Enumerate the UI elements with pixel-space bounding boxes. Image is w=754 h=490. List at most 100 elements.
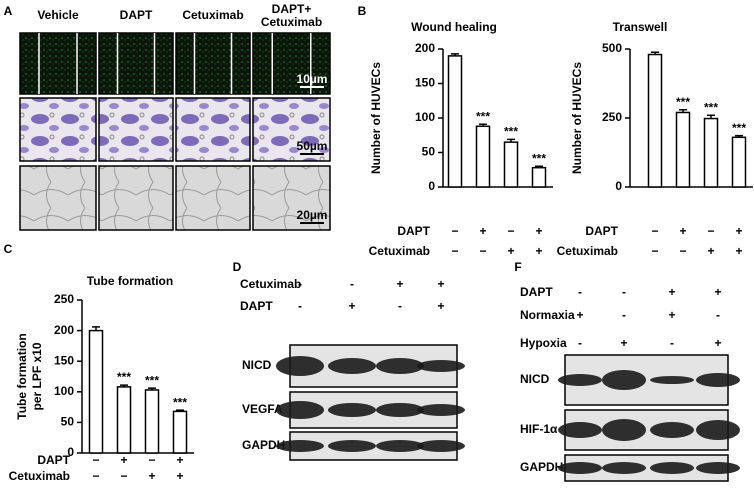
treatment-sign: -: [350, 277, 354, 291]
y-axis-label: Number of HUVECs: [570, 62, 584, 174]
treatment-sign: -: [578, 285, 582, 299]
condition-sign: +: [176, 469, 183, 483]
significance-label: ***: [117, 370, 131, 384]
treatment-sign: +: [396, 277, 403, 291]
condition-sign: +: [479, 224, 486, 238]
treatment-sign: +: [576, 308, 583, 322]
error-bar: [735, 134, 743, 138]
band: [376, 358, 424, 374]
band: [276, 401, 324, 419]
treatment-sign: -: [716, 308, 720, 322]
band: [696, 462, 740, 474]
significance-label: ***: [532, 151, 546, 165]
band: [650, 422, 694, 438]
treatment-name: Hypoxia: [520, 336, 567, 350]
band: [602, 370, 646, 390]
error-bar: [679, 108, 687, 113]
micrograph: [252, 97, 331, 162]
error-bar: [148, 387, 156, 390]
treatment-name: Normaxia: [520, 308, 575, 322]
band: [328, 440, 376, 452]
condition-sign: −: [148, 453, 155, 467]
significance-label: ***: [676, 95, 690, 109]
micrograph: [175, 165, 251, 231]
column-label: Vehicle: [37, 8, 79, 22]
bar: [503, 141, 519, 188]
treatment-sign: +: [620, 336, 627, 350]
column-label: DAPT+: [272, 2, 312, 16]
condition-name: DAPT: [37, 453, 70, 467]
condition-sign: +: [679, 224, 686, 238]
significance-label: ***: [173, 395, 187, 409]
y-axis-label: Tube formation: [15, 333, 29, 419]
blot-label: VEGFA: [242, 402, 283, 416]
bar: [88, 329, 104, 454]
bar: [731, 136, 747, 188]
micrograph: [175, 97, 251, 162]
panel-letter: F: [514, 260, 521, 274]
band: [417, 440, 465, 452]
band: [558, 462, 602, 474]
y-tick-label: 50: [422, 145, 436, 159]
micrograph: [98, 165, 174, 231]
band: [558, 422, 602, 438]
condition-sign: −: [707, 224, 714, 238]
condition-sign: +: [507, 244, 514, 258]
condition-sign: −: [651, 224, 658, 238]
condition-sign: −: [120, 469, 127, 483]
micrograph: [252, 32, 331, 95]
condition-sign: +: [707, 244, 714, 258]
panel-letter: B: [358, 4, 367, 18]
treatment-sign: -: [622, 285, 626, 299]
condition-sign: −: [92, 453, 99, 467]
blot-label: GAPDH: [242, 438, 285, 452]
condition-sign: +: [535, 244, 542, 258]
bar: [647, 53, 663, 188]
chart-title: Wound healing: [411, 20, 497, 34]
condition-name: DAPT: [397, 224, 430, 238]
y-tick-label: 50: [61, 415, 75, 429]
error-bar: [176, 409, 184, 412]
y-tick-label: 0: [428, 179, 435, 193]
y-tick-label: 0: [615, 179, 622, 193]
blot-label: HIF-1α: [520, 422, 558, 436]
condition-sign: +: [176, 453, 183, 467]
y-tick-label: 200: [415, 41, 435, 55]
bar: [675, 111, 691, 188]
treatment-name: DAPT: [240, 299, 273, 313]
band: [602, 419, 646, 441]
condition-name: Cetuximab: [9, 469, 70, 483]
error-bar: [92, 326, 100, 331]
treatment-sign: -: [398, 299, 402, 313]
panel-letter: A: [4, 4, 13, 18]
band: [558, 374, 602, 386]
condition-sign: −: [679, 244, 686, 258]
band: [650, 376, 694, 384]
error-bar: [651, 51, 659, 55]
blot-label: NICD: [242, 358, 272, 372]
condition-sign: +: [120, 453, 127, 467]
band: [417, 404, 465, 416]
band: [328, 358, 376, 374]
micrograph: [98, 97, 174, 162]
band: [696, 420, 740, 440]
band: [276, 356, 324, 376]
bar: [144, 389, 160, 454]
treatment-name: Cetuximab: [240, 277, 301, 291]
significance-label: ***: [145, 373, 159, 387]
bar: [703, 117, 719, 188]
bar: [172, 410, 188, 454]
treatment-sign: -: [298, 299, 302, 313]
column-label: DAPT: [120, 8, 153, 22]
significance-label: ***: [732, 121, 746, 135]
y-axis-label: Number of HUVECs: [369, 62, 383, 174]
error-bar: [707, 114, 715, 119]
y-tick-label: 150: [415, 76, 435, 90]
condition-sign: −: [507, 224, 514, 238]
band: [276, 440, 324, 452]
treatment-name: DAPT: [520, 285, 553, 299]
condition-sign: +: [735, 224, 742, 238]
treatment-sign: +: [437, 277, 444, 291]
y-tick-label: 150: [54, 353, 74, 367]
